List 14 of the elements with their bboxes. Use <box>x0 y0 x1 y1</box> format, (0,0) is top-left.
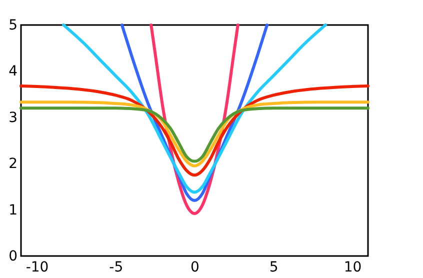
line-series <box>62 24 327 194</box>
line-series <box>20 106 370 163</box>
y-tick-label: 2 <box>8 156 18 172</box>
y-tick-label: 5 <box>8 18 18 34</box>
x-tick-label: 0 <box>190 260 200 276</box>
y-tick-label: 3 <box>8 110 18 126</box>
x-tick-label: 5 <box>269 260 278 276</box>
y-tick-label: 1 <box>8 202 18 218</box>
x-tick-label: -5 <box>109 260 124 276</box>
line-series <box>20 84 370 177</box>
y-tick-label: 0 <box>8 248 18 264</box>
x-tick-label: -10 <box>26 260 49 276</box>
y-tick-label: 4 <box>8 64 18 80</box>
x-tick-label: 10 <box>344 260 362 276</box>
